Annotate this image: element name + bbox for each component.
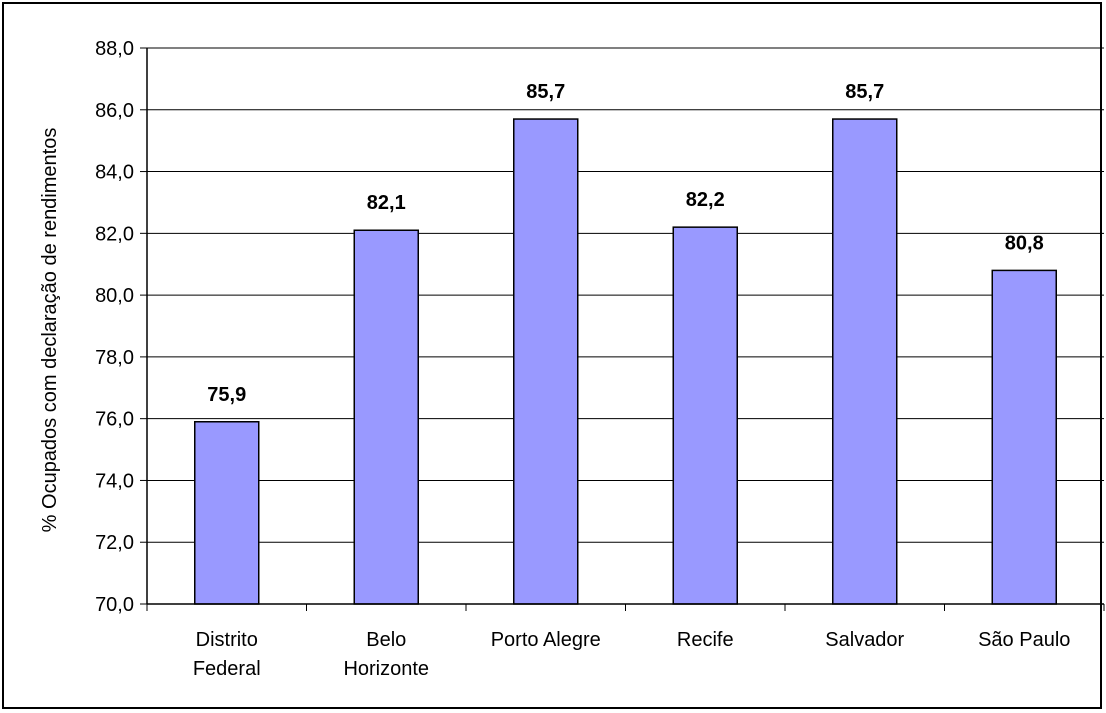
y-tick-label: 82,0 — [95, 223, 134, 245]
y-tick-label: 88,0 — [95, 38, 134, 60]
y-tick-label: 78,0 — [95, 347, 134, 369]
bar — [832, 118, 898, 605]
y-tick-label: 84,0 — [95, 162, 134, 184]
bars — [194, 118, 1057, 605]
gridlines — [147, 47, 1104, 605]
data-label: 82,2 — [686, 189, 725, 211]
y-axis-title: % Ocupados com declaração de rendimentos — [39, 128, 61, 533]
bar — [194, 421, 260, 605]
y-tick-label: 76,0 — [95, 409, 134, 431]
x-tick-label: Salvador — [825, 629, 904, 651]
data-label: 85,7 — [845, 81, 884, 103]
x-tick-label: Recife — [677, 629, 734, 651]
data-label: 80,8 — [1005, 232, 1044, 254]
y-tick-label: 80,0 — [95, 285, 134, 307]
axes — [140, 47, 1105, 611]
x-tick-label: Belo Horizonte — [343, 629, 429, 680]
y-tick-label: 86,0 — [95, 100, 134, 122]
bar — [672, 226, 738, 605]
x-tick-label: Porto Alegre — [491, 629, 601, 651]
labels: 70,0 72,0 74,0 76,0 78,0 80,0 82,0 84,0 86,0 88,0… — [95, 38, 1070, 680]
data-label: 75,9 — [207, 384, 246, 406]
y-tick-label: 72,0 — [95, 532, 134, 554]
data-label: 85,7 — [526, 81, 565, 103]
x-tick-label: São Paulo — [978, 629, 1070, 651]
y-tick-label: 70,0 — [95, 594, 134, 616]
bar — [991, 269, 1057, 605]
bar — [353, 229, 419, 605]
y-tick-label: 74,0 — [95, 470, 134, 492]
bar — [513, 118, 579, 605]
x-tick-label: Distrito Federal — [193, 629, 261, 680]
data-label: 82,1 — [367, 192, 406, 214]
